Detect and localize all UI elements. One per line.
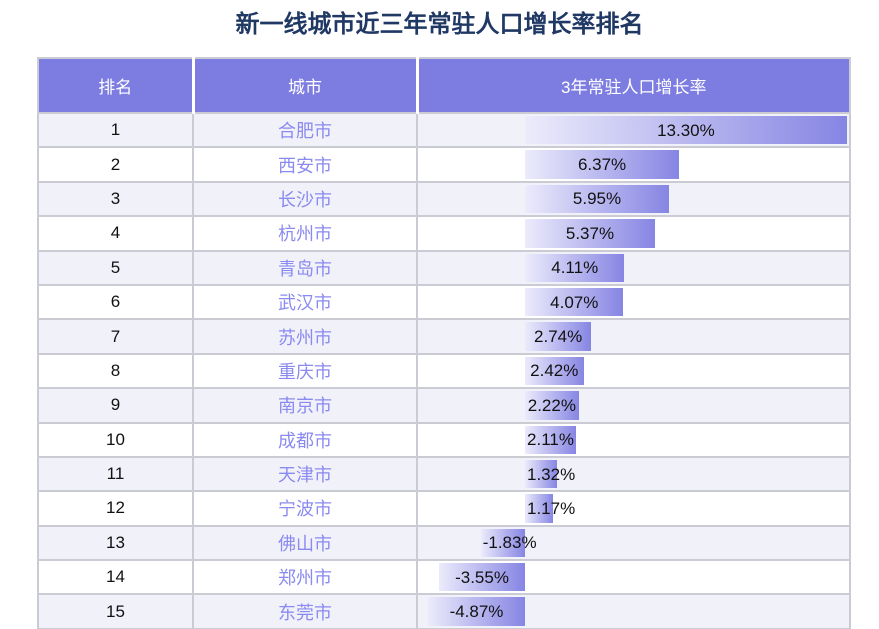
growth-rate-cell: 6.37% <box>416 146 850 182</box>
column-header-growth-rate: 3年常驻人口增长率 <box>415 58 850 113</box>
growth-rate-cell: 5.95% <box>416 180 850 217</box>
growth-value-label: 1.17% <box>527 498 576 518</box>
table-row: 11 天津市 1.32% <box>38 455 850 492</box>
growth-rate-cell: -1.83% <box>416 524 850 561</box>
table-row: 1 合肥市 13.30% <box>38 111 850 148</box>
table-row: 6 武汉市 4.07% <box>38 283 850 320</box>
rank-cell: 8 <box>38 352 193 389</box>
table-header: 排名 城市 3年常驻人口增长率 <box>38 58 850 113</box>
city-cell: 西安市 <box>192 146 417 182</box>
growth-value-label: 5.95% <box>572 189 622 209</box>
table-row: 2 西安市 6.37% <box>38 146 850 182</box>
city-cell: 东莞市 <box>192 593 417 629</box>
growth-rate-cell: 2.42% <box>416 352 850 389</box>
city-cell: 合肥市 <box>192 111 417 148</box>
growth-rate-cell: 4.07% <box>416 283 850 320</box>
growth-bar: 4.11% <box>525 253 625 282</box>
city-cell: 苏州市 <box>192 318 417 354</box>
rank-cell: 13 <box>38 524 193 561</box>
rank-cell: 9 <box>38 387 193 423</box>
city-cell: 南京市 <box>192 387 417 423</box>
rank-cell: 15 <box>38 593 193 629</box>
city-cell: 武汉市 <box>192 283 417 320</box>
city-cell: 成都市 <box>192 421 417 457</box>
growth-bar: 2.22% <box>525 391 579 420</box>
table-row: 8 重庆市 2.42% <box>38 352 850 389</box>
rank-cell: 3 <box>38 180 193 217</box>
table-row: 9 南京市 2.22% <box>38 387 850 423</box>
column-header-rank: 排名 <box>38 58 193 113</box>
growth-bar: 5.95% <box>525 184 669 214</box>
city-cell: 重庆市 <box>192 352 417 389</box>
city-cell: 青岛市 <box>192 249 417 285</box>
growth-bar: 1.17% <box>525 494 575 523</box>
growth-value-label: 6.37% <box>577 155 627 175</box>
page-title: 新一线城市近三年常驻人口增长率排名 <box>235 11 644 38</box>
growth-rate-cell: 1.32% <box>416 455 850 492</box>
growth-value-label: -3.55% <box>455 567 509 587</box>
growth-rate-cell: 5.37% <box>416 215 850 251</box>
rank-cell: 5 <box>38 249 193 285</box>
growth-value-label: -4.87% <box>449 602 504 622</box>
growth-bar: -4.87% <box>428 597 525 626</box>
city-cell: 郑州市 <box>192 559 417 595</box>
table-row: 15 东莞市 -4.87% <box>38 593 850 629</box>
rank-cell: 1 <box>38 111 193 148</box>
rank-cell: 6 <box>38 283 193 320</box>
growth-bar: 5.37% <box>525 219 655 248</box>
city-cell: 杭州市 <box>192 215 417 251</box>
growth-rate-cell: 1.17% <box>416 490 850 526</box>
rank-cell: 7 <box>38 318 193 354</box>
ranking-table: 排名 城市 3年常驻人口增长率 1 合肥市 13.30% 2 西安市 6.37% 3 长沙市 5… <box>37 57 851 629</box>
growth-bar: 2.11% <box>525 425 577 454</box>
table-body: 1 合肥市 13.30% 2 西安市 6.37% 3 长沙市 5.95% 4 杭州市 5.37% 5 青岛… <box>38 111 850 629</box>
growth-value-label: 13.30% <box>657 120 715 140</box>
growth-value-label: 5.37% <box>565 223 615 243</box>
growth-value-label: 1.32% <box>527 464 576 484</box>
growth-bar: 2.74% <box>525 322 592 351</box>
growth-value-label: 2.22% <box>527 395 576 415</box>
rank-cell: 11 <box>38 455 193 492</box>
growth-bar: 13.30% <box>525 116 847 145</box>
table-row: 5 青岛市 4.11% <box>38 249 850 285</box>
rank-cell: 14 <box>38 559 193 595</box>
table-row: 10 成都市 2.11% <box>38 421 850 457</box>
growth-value-label: 4.07% <box>550 292 599 312</box>
city-cell: 宁波市 <box>192 490 417 526</box>
growth-value-label: 2.74% <box>534 327 583 347</box>
growth-bar: 2.42% <box>525 356 584 386</box>
growth-bar: 6.37% <box>525 150 680 179</box>
rank-cell: 2 <box>38 146 193 182</box>
table-row: 7 苏州市 2.74% <box>38 318 850 354</box>
city-cell: 天津市 <box>192 455 417 492</box>
growth-bar: -1.83% <box>480 528 537 558</box>
growth-bar: 1.32% <box>525 459 575 489</box>
growth-rate-cell: 2.11% <box>416 421 850 457</box>
growth-rate-cell: 13.30% <box>416 111 850 148</box>
growth-value-label: 4.11% <box>551 258 599 278</box>
table-row: 12 宁波市 1.17% <box>38 490 850 526</box>
rank-cell: 10 <box>38 421 193 457</box>
growth-value-label: 2.42% <box>530 361 579 381</box>
city-cell: 长沙市 <box>192 180 417 217</box>
growth-value-label: -1.83% <box>482 533 537 553</box>
growth-rate-cell: -3.55% <box>416 559 850 595</box>
rank-cell: 4 <box>38 215 193 251</box>
column-header-city: 城市 <box>191 58 417 113</box>
rank-cell: 12 <box>38 490 193 526</box>
growth-rate-cell: 4.11% <box>416 249 850 285</box>
table-row: 14 郑州市 -3.55% <box>38 559 850 595</box>
growth-bar: -3.55% <box>439 563 525 592</box>
city-cell: 佛山市 <box>192 524 417 561</box>
growth-value-label: 2.11% <box>527 430 574 450</box>
growth-rate-cell: 2.22% <box>416 387 850 423</box>
growth-bar: 4.07% <box>525 287 624 317</box>
growth-rate-cell: 2.74% <box>416 318 850 354</box>
table-row: 3 长沙市 5.95% <box>38 180 850 217</box>
table-row: 4 杭州市 5.37% <box>38 215 850 251</box>
growth-rate-cell: -4.87% <box>416 593 850 629</box>
table-row: 13 佛山市 -1.83% <box>38 524 850 561</box>
